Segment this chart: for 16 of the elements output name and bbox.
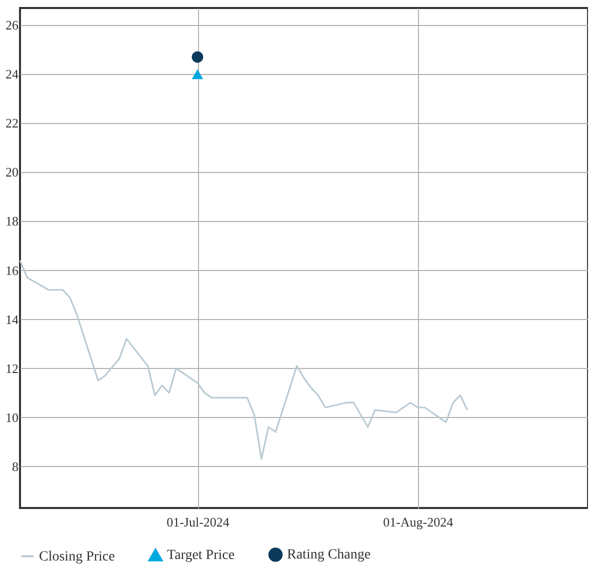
y-tick-label: 22 bbox=[6, 116, 18, 131]
y-tick-label: 26 bbox=[6, 18, 19, 33]
legend-label: Rating Change bbox=[287, 548, 371, 563]
legend-label: Closing Price bbox=[39, 549, 115, 564]
x-tick-label: 01-Aug-2024 bbox=[383, 514, 454, 530]
y-tick-label: 8 bbox=[12, 458, 18, 474]
y-tick-label: 18 bbox=[6, 214, 18, 229]
y-tick-label: 10 bbox=[6, 410, 18, 425]
x-tick-label: 01-Jul-2024 bbox=[166, 514, 230, 530]
y-tick-label: 14 bbox=[6, 312, 19, 327]
legend-label: Target Price bbox=[167, 548, 235, 564]
y-tick-label: 12 bbox=[6, 360, 18, 376]
y-tick-label: 24 bbox=[6, 66, 19, 82]
line-series bbox=[19, 260, 468, 460]
y-tick-label: 16 bbox=[6, 262, 19, 278]
y-tick-label: 20 bbox=[6, 164, 18, 180]
